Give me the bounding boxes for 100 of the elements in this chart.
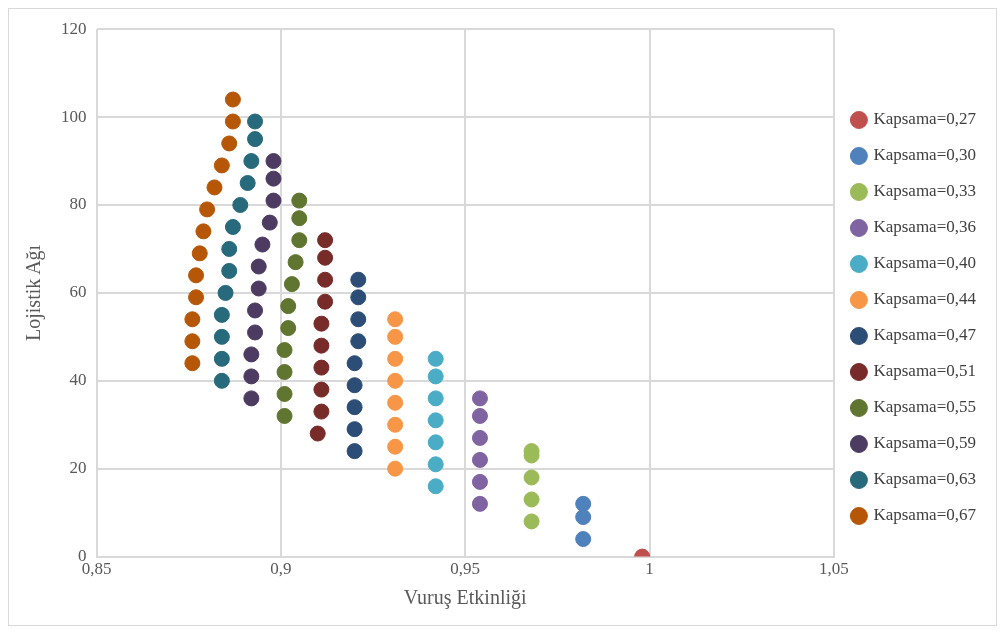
point [387, 372, 404, 389]
point [213, 306, 230, 323]
y-tick-label: 40 [69, 370, 87, 390]
point [387, 328, 404, 345]
point [247, 131, 264, 148]
point [247, 324, 264, 341]
point [188, 267, 205, 284]
point [243, 390, 260, 407]
point [239, 175, 256, 192]
point [265, 153, 282, 170]
legend-label: Kapsama=0,27 [873, 109, 977, 129]
point [213, 350, 230, 367]
point [523, 469, 540, 486]
point [243, 368, 260, 385]
point [184, 355, 201, 372]
point [313, 359, 330, 376]
y-tick-label: 100 [61, 106, 87, 126]
point [427, 434, 444, 451]
point [317, 249, 334, 266]
point [224, 218, 241, 235]
point [387, 460, 404, 477]
point [427, 390, 444, 407]
point [471, 473, 488, 490]
point [575, 531, 592, 548]
point [575, 509, 592, 526]
x-tick-label: 1,05 [819, 559, 849, 579]
point [213, 372, 230, 389]
point [188, 289, 205, 306]
point [523, 513, 540, 530]
point [232, 197, 249, 213]
point [243, 153, 260, 170]
point [313, 337, 330, 354]
point [280, 298, 297, 315]
point [523, 491, 540, 508]
point [247, 113, 264, 130]
point [206, 179, 223, 196]
point [213, 328, 230, 345]
point [387, 311, 404, 328]
point [387, 394, 404, 411]
point [276, 342, 293, 359]
point [346, 399, 363, 416]
legend-label: Kapsama=0,67 [873, 505, 977, 525]
point [346, 377, 363, 394]
point [224, 113, 241, 130]
point [184, 311, 201, 328]
y-axis-title: Lojistik Ağı [22, 244, 46, 341]
point [317, 232, 334, 249]
x-axis-title: Vuruş Etkinliği [403, 586, 527, 610]
point [221, 240, 238, 257]
point [243, 346, 260, 363]
x-tick-label: 1 [645, 559, 654, 579]
y-tick-label: 120 [61, 18, 87, 38]
y-tick-label: 60 [69, 282, 87, 302]
point [313, 315, 330, 332]
point [199, 201, 216, 218]
point [195, 223, 212, 240]
point [313, 403, 330, 420]
point [283, 276, 300, 293]
point [427, 478, 444, 495]
point [261, 214, 278, 231]
point [346, 355, 363, 372]
y-tick-label: 80 [69, 194, 87, 214]
legend-label: Kapsama=0,55 [873, 397, 976, 417]
legend-label: Kapsama=0,59 [873, 433, 976, 453]
point [276, 364, 293, 381]
point [221, 262, 238, 279]
point [250, 280, 267, 297]
point [265, 192, 282, 209]
legend-label: Kapsama=0,30 [873, 145, 976, 165]
point [265, 170, 282, 187]
point [387, 416, 404, 433]
point [191, 245, 208, 262]
y-tick-label: 20 [69, 458, 87, 478]
point [221, 135, 238, 152]
point [427, 456, 444, 473]
x-tick-label: 0,9 [270, 559, 292, 579]
point [184, 333, 201, 350]
point [217, 284, 234, 301]
point [291, 192, 308, 209]
point [346, 443, 363, 460]
point [276, 407, 293, 424]
legend-label: Kapsama=0,51 [873, 361, 976, 381]
point [276, 385, 293, 402]
legend-label: Kapsama=0,33 [873, 181, 976, 201]
point [575, 495, 592, 512]
point [213, 157, 230, 174]
point [254, 236, 271, 253]
point [224, 91, 241, 108]
point [387, 438, 404, 455]
point [350, 311, 367, 328]
point [247, 302, 264, 319]
point [313, 381, 330, 398]
legend-label: Kapsama=0,40 [873, 253, 976, 273]
point [287, 254, 304, 271]
point [427, 368, 444, 385]
point [346, 421, 363, 438]
point [309, 425, 326, 442]
point [291, 210, 308, 227]
point [317, 271, 334, 288]
point [280, 320, 297, 337]
